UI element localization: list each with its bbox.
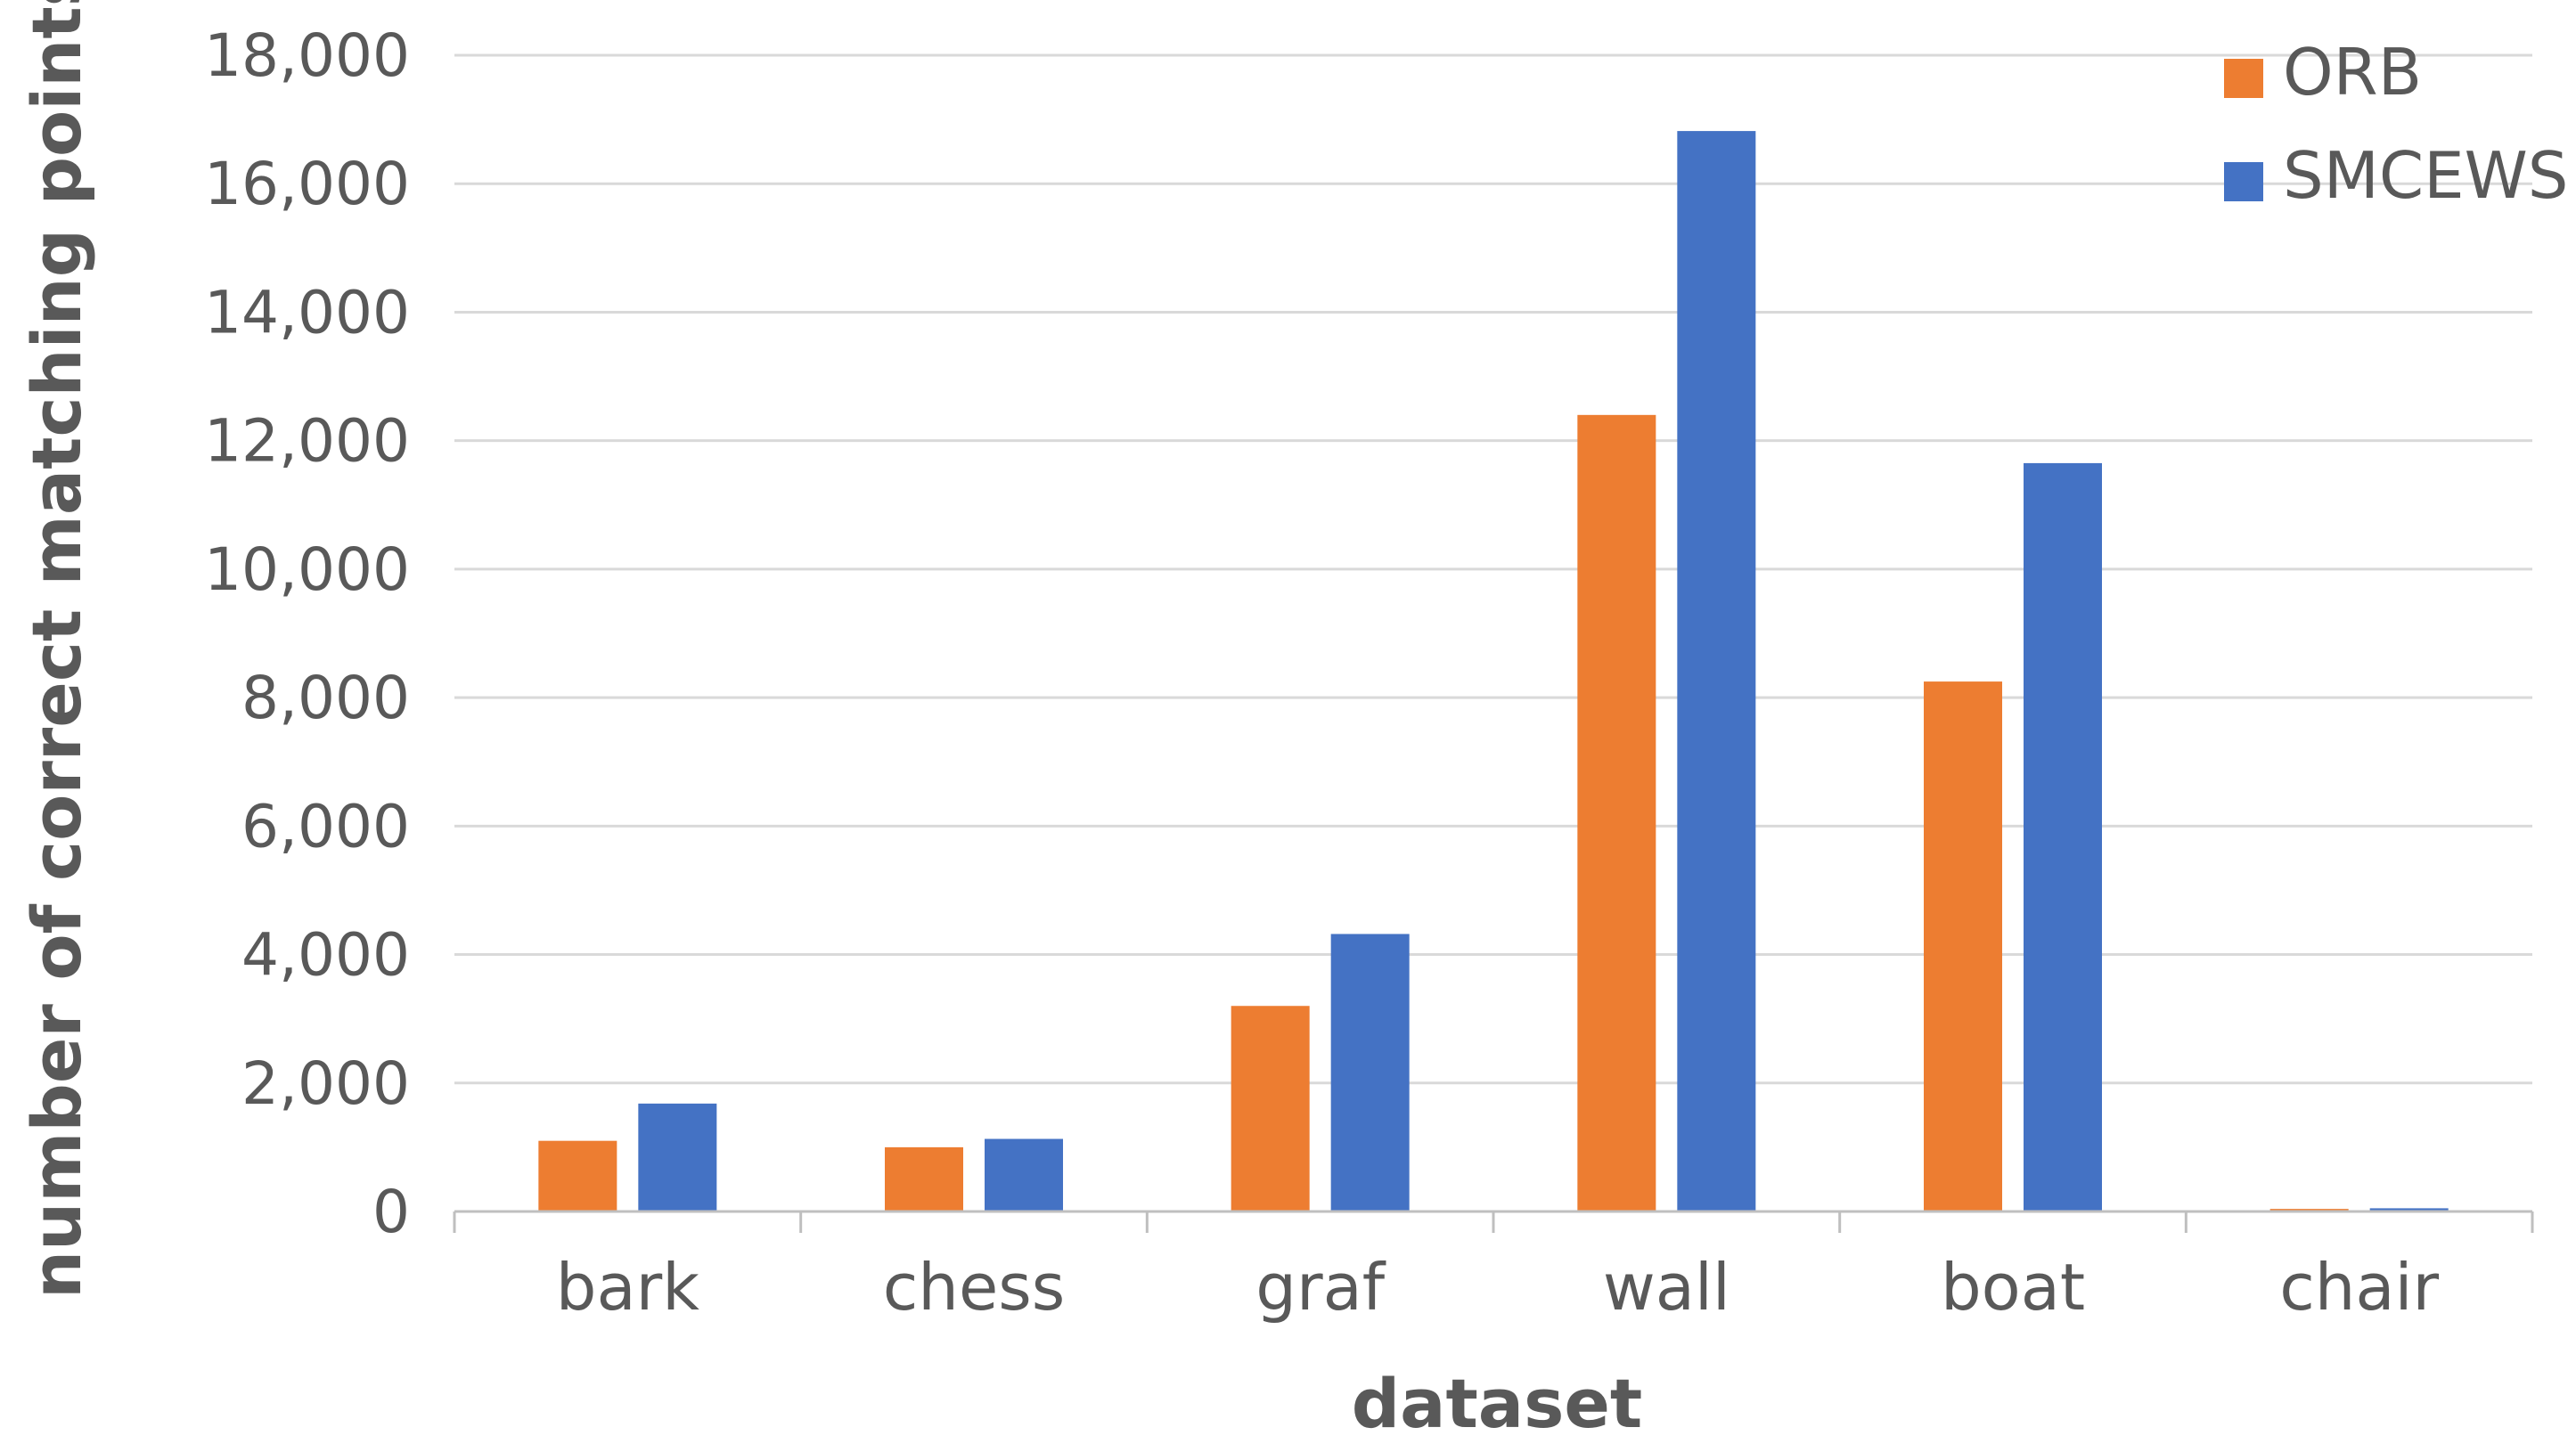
bar-orb-graf (1231, 1006, 1310, 1211)
x-category-label: boat (1941, 1250, 2085, 1325)
bar-orb-wall (1577, 414, 1656, 1211)
bar-smcews-chair (2369, 1208, 2449, 1211)
y-tick-label: 16,000 (204, 150, 410, 218)
x-axis (453, 1210, 2534, 1233)
y-axis-title: number of correct matching points (17, 0, 96, 1299)
legend-swatch-smcews (2224, 162, 2263, 201)
x-category-label: graf (1255, 1250, 1386, 1325)
y-tick-label: 6,000 (241, 792, 410, 861)
y-tick-label: 2,000 (241, 1049, 410, 1118)
x-axis-category-labels: bark chess graf wall boat chair (556, 1250, 2440, 1325)
y-tick-label: 8,000 (241, 664, 410, 732)
gridlines (454, 53, 2532, 1085)
bar-smcews-wall (1677, 131, 1756, 1212)
bar-smcews-chess (985, 1138, 1063, 1211)
legend-swatch-orb (2224, 59, 2263, 98)
y-axis-tick-labels: 0 2,000 4,000 6,000 8,000 10,000 12,000 14,000 1… (204, 21, 410, 1246)
legend-label-smcews: SMCEWS (2283, 138, 2568, 213)
bars (538, 131, 2449, 1212)
bar-orb-chess (885, 1146, 963, 1211)
legend-label-orb: ORB (2283, 35, 2422, 110)
y-tick-label: 0 (372, 1178, 410, 1246)
bar-orb-bark (538, 1140, 617, 1211)
legend: ORB SMCEWS (2224, 35, 2568, 213)
x-category-label: wall (1603, 1250, 1730, 1325)
y-tick-label: 4,000 (241, 921, 410, 990)
bar-orb-boat (1924, 681, 2002, 1211)
x-category-label: chair (2279, 1250, 2439, 1325)
y-tick-label: 14,000 (204, 278, 410, 347)
y-tick-label: 18,000 (204, 21, 410, 90)
bar-smcews-bark (638, 1103, 717, 1211)
x-category-label: bark (556, 1250, 699, 1325)
y-tick-label: 10,000 (204, 535, 410, 604)
x-category-label: chess (883, 1250, 1066, 1325)
bar-smcews-boat (2024, 462, 2102, 1211)
bar-smcews-graf (1330, 934, 1410, 1211)
y-tick-label: 12,000 (204, 407, 410, 476)
x-axis-title: dataset (1352, 1364, 1642, 1443)
